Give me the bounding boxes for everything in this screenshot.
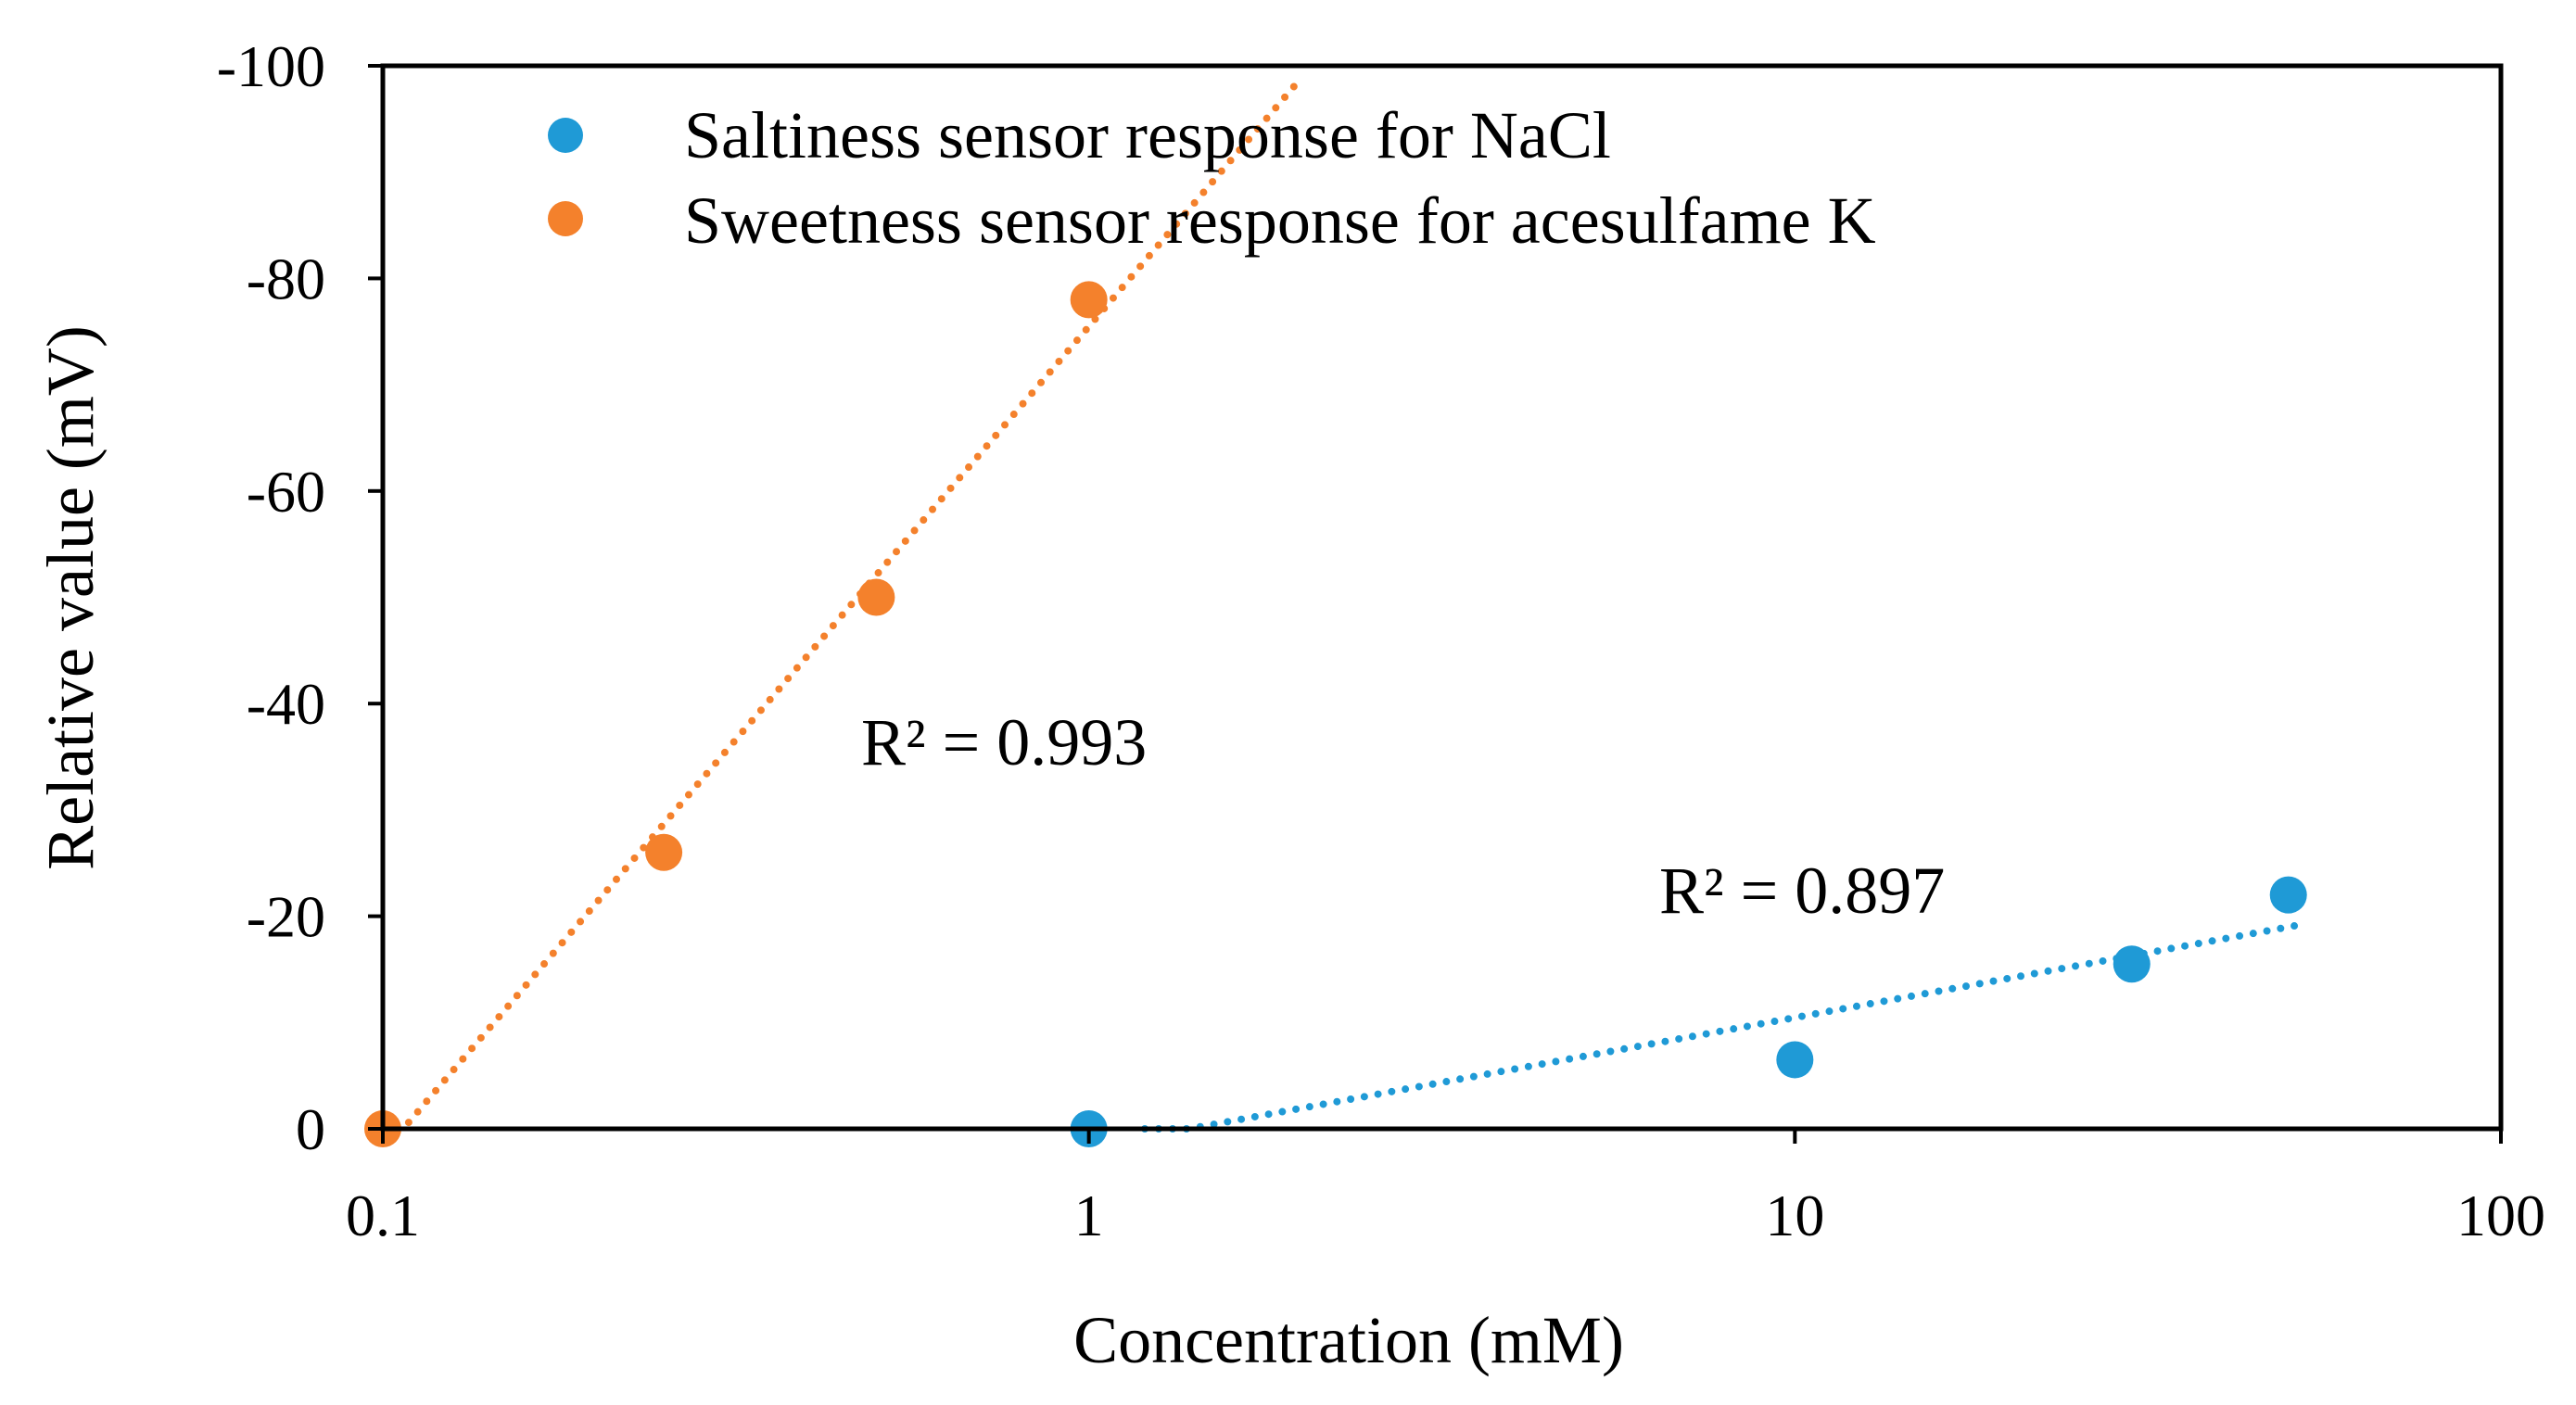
y-tick-label: -40: [247, 671, 325, 737]
r2-annotation-saltiness: R² = 0.897: [1659, 854, 1945, 928]
data-point-saltiness: [2113, 945, 2151, 983]
trendlines: [379, 73, 2304, 1133]
x-axis-ticks: 0.1 1 10 100: [346, 1129, 2545, 1248]
trendline-sweetness: [379, 73, 1305, 1133]
y-tick-label: 0: [296, 1096, 325, 1162]
legend-label-saltiness: Saltiness sensor response for NaCl: [684, 98, 1611, 172]
x-tick-label: 1: [1074, 1183, 1104, 1248]
trendline-saltiness: [1141, 920, 2304, 1133]
plot-area-frame: [380, 63, 2504, 1132]
y-axis-ticks: 0 -20 -40 -60 -80 -100: [217, 33, 383, 1162]
data-points: [364, 281, 2307, 1147]
y-tick-label: -100: [217, 33, 325, 99]
r2-annotation-sweetness: R² = 0.993: [861, 705, 1147, 779]
y-tick-label: -60: [247, 459, 325, 525]
y-tick-label: -20: [247, 884, 325, 950]
legend-marker-sweetness: [548, 201, 583, 236]
data-point-saltiness: [1776, 1041, 1814, 1079]
legend-marker-saltiness: [548, 118, 583, 153]
x-axis-title: Concentration (mM): [1073, 1303, 1624, 1377]
legend: Saltiness sensor response for NaCl Sweet…: [548, 98, 1876, 258]
x-tick-label: 0.1: [346, 1183, 420, 1248]
y-tick-label: -80: [247, 246, 325, 311]
data-point-sweetness: [645, 833, 683, 871]
data-point-saltiness: [2269, 876, 2307, 914]
y-axis-title: Relative value (mV): [33, 325, 108, 870]
legend-label-sweetness: Sweetness sensor response for acesulfame…: [684, 184, 1876, 258]
data-point-sweetness: [857, 578, 895, 616]
data-point-sweetness: [1070, 281, 1108, 319]
x-tick-label: 100: [2456, 1183, 2545, 1248]
x-tick-label: 10: [1765, 1183, 1824, 1248]
